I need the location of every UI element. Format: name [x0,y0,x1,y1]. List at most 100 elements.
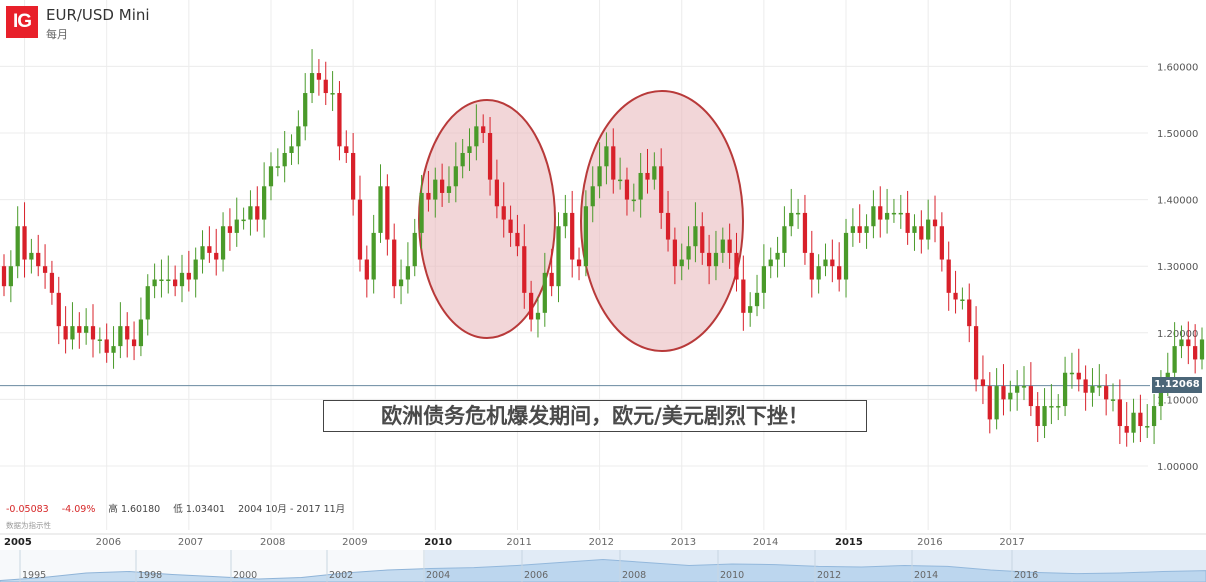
candle-body [1069,372,1075,375]
candle-body [90,326,96,340]
x-tick-label: 2009 [342,537,367,548]
candle-body [316,73,322,80]
candle-body [590,186,595,207]
interval-label[interactable]: 每月 [46,28,68,41]
candle-body [576,259,582,267]
candle-body [29,252,34,260]
candle-body [706,252,712,267]
candle-body [850,226,855,233]
candle-body [659,166,664,213]
navigator-tick-label: 1995 [22,570,46,581]
candle-body [919,226,924,240]
candle-body [1015,386,1020,393]
candle-body [474,126,479,147]
candle-body [611,146,616,180]
candle-body [795,212,801,215]
candle-body [1151,406,1157,427]
candle-body [1110,399,1116,401]
candle-body [371,232,376,280]
candle-body [289,146,294,153]
candle-body [36,252,41,267]
candle-body [1008,392,1013,400]
candle-body [1,266,7,287]
candle-body [344,146,349,153]
candle-body [515,232,520,247]
x-tick-label: 2012 [589,537,614,548]
candle-body [494,179,500,207]
candle-body [296,126,301,147]
x-tick-label: 2017 [999,537,1024,548]
change-percent: -4.09% [61,504,96,515]
candle-body [1028,386,1033,407]
candle-body [501,206,506,220]
candle-body [1117,399,1122,427]
candle-body [15,226,20,267]
candle-body [734,252,739,280]
candle-body [802,212,808,253]
high-value: 1.60180 [120,504,161,515]
candle-body [912,226,917,233]
candle-body [63,326,68,340]
candle-body [173,279,178,287]
candle-body [1104,386,1109,400]
candle-body [179,272,185,287]
candle-body [426,192,431,200]
candle-body [227,226,233,233]
navigator-area [0,558,1206,582]
x-tick-label: 2016 [917,537,942,548]
candle-body [323,79,328,94]
x-tick-label: 2005 [4,537,32,548]
candle-body [754,292,760,307]
candle-body [898,212,903,215]
candle-body [686,246,691,260]
candle-body [248,206,253,220]
candle-body [748,306,753,313]
candle-body [837,266,842,280]
x-tick-label: 2008 [260,537,285,548]
candle-body [713,252,719,267]
x-tick-label: 2010 [424,537,452,548]
x-tick-label: 2006 [96,537,121,548]
candle-body [282,152,287,167]
candle-body [405,266,411,280]
candle-body [535,312,541,320]
low-value: 1.03401 [185,504,226,515]
y-tick-label: 1.30000 [1157,262,1198,273]
candle-body [364,259,369,280]
candle-body [816,266,821,280]
candle-body [214,252,219,260]
candle-body [1035,406,1040,427]
candle-body [1193,346,1198,360]
candle-body [1186,339,1191,347]
high-label: 高 [108,504,118,515]
candle-body [193,259,198,280]
navigator-tick-label: 2002 [329,570,353,581]
candle-body [487,133,493,180]
candle-body [460,152,465,167]
instrument-title[interactable]: EUR/USD Mini [46,6,150,24]
candle-body [70,326,75,340]
navigator-tick-label: 2008 [622,570,646,581]
candle-body [1179,339,1184,347]
period-range: 2004 10月 - 2017 11月 [238,504,346,515]
candle-body [166,279,171,282]
candle-body [939,226,944,260]
candle-body [1124,426,1129,433]
candle-body [1158,386,1164,407]
navigator-tick-label: 2014 [914,570,938,581]
y-tick-label: 1.50000 [1157,129,1198,140]
candle-body [392,239,397,287]
candle-body [905,212,910,233]
candle-body [1172,346,1177,373]
indicative-note: 数据为指示性 [6,521,51,530]
candle-body [131,339,137,347]
candle-body [953,292,958,300]
candle-body [125,326,130,340]
candle-body [1131,412,1136,433]
navigator-tick-label: 2010 [720,570,744,581]
candle-body [1090,386,1095,393]
candle-body [528,292,534,320]
candle-body [727,239,732,253]
candle-body [946,259,951,293]
